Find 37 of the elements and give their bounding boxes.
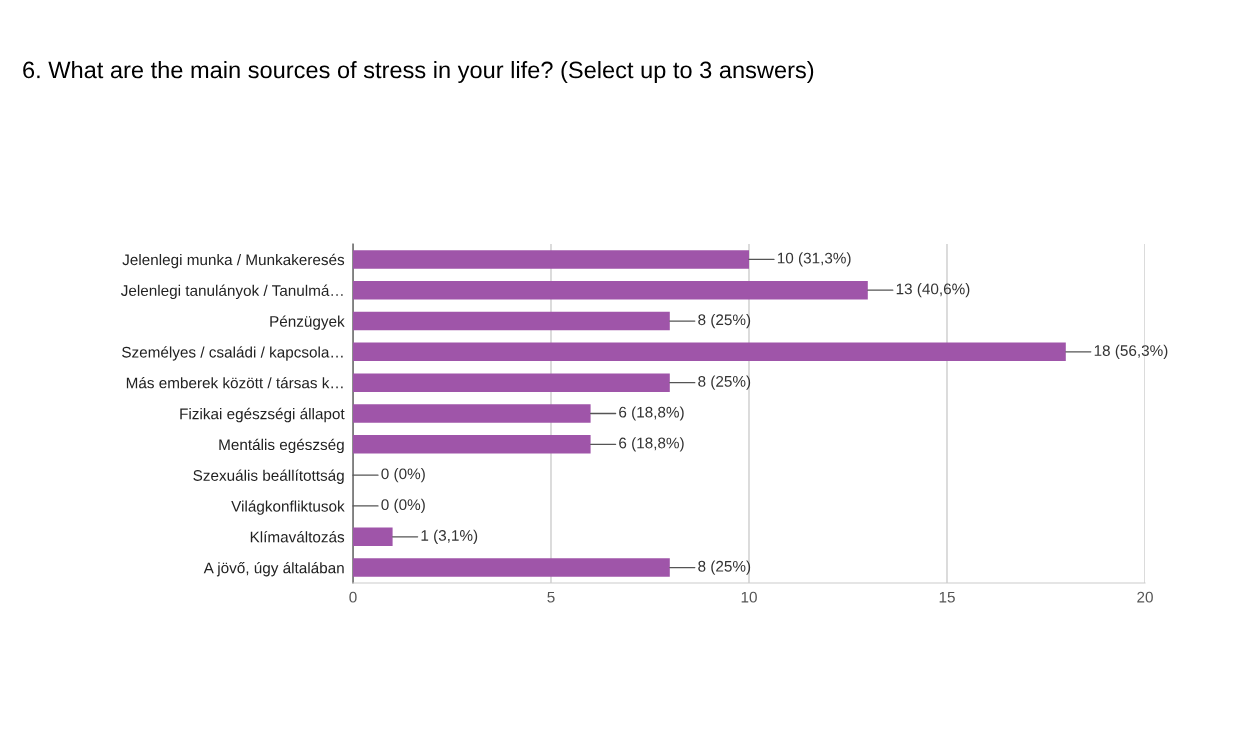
y-tick-label: Személyes / családi / kapcsola… xyxy=(122,346,343,361)
y-tick-label: Jelenlegi munka / Munkakeresés xyxy=(122,253,345,269)
x-tick-label: 10 xyxy=(741,591,757,603)
data-label: 0 (0%) xyxy=(381,468,425,483)
x-tick-label: 5 xyxy=(547,591,555,603)
bar xyxy=(353,250,749,269)
y-tick-label: A jövő, úgy általában xyxy=(203,561,344,577)
bar xyxy=(353,435,591,454)
bar xyxy=(353,373,670,392)
y-tick-label: Jelenlegi tanulányok / Tanulmá… xyxy=(120,284,343,300)
bar xyxy=(353,311,670,331)
y-tick-label: Más emberek között / társas k… xyxy=(126,376,343,389)
chart-title: 6. What are the main sources of stress in your life? (Select up to 3 answers) xyxy=(23,61,814,84)
data-label: 6 (18,8%) xyxy=(619,406,684,421)
data-label: 1 (3,1%) xyxy=(421,529,478,544)
x-tick-label: 20 xyxy=(1137,591,1153,603)
bar xyxy=(353,280,868,300)
x-tick-label: 0 xyxy=(349,591,357,603)
data-label: 8 (25%) xyxy=(698,375,751,390)
data-label: 8 (25%) xyxy=(698,313,751,329)
data-label: 13 (40,6%) xyxy=(896,283,970,298)
x-tick-label: 15 xyxy=(939,591,955,603)
y-tick-label: Világkonfliktusok xyxy=(231,500,345,515)
bar xyxy=(353,342,1066,362)
data-label: 8 (25%) xyxy=(698,560,751,575)
data-label: 0 (0%) xyxy=(381,498,425,514)
bar xyxy=(353,404,591,423)
y-tick-label: Fizikai egészségi állapot xyxy=(180,407,345,423)
data-label: 18 (56,3%) xyxy=(1094,344,1168,359)
data-label: 6 (18,8%) xyxy=(619,437,684,452)
y-tick-label: Pénzügyek xyxy=(270,315,345,330)
bar xyxy=(353,527,393,547)
data-label: 10 (31,3%) xyxy=(777,252,851,267)
bar xyxy=(353,558,670,577)
y-tick-label: Szexuális beállítottság xyxy=(193,469,344,484)
y-tick-label: Mentális egészség xyxy=(219,438,344,454)
y-tick-label: Klímaváltozás xyxy=(250,531,345,543)
